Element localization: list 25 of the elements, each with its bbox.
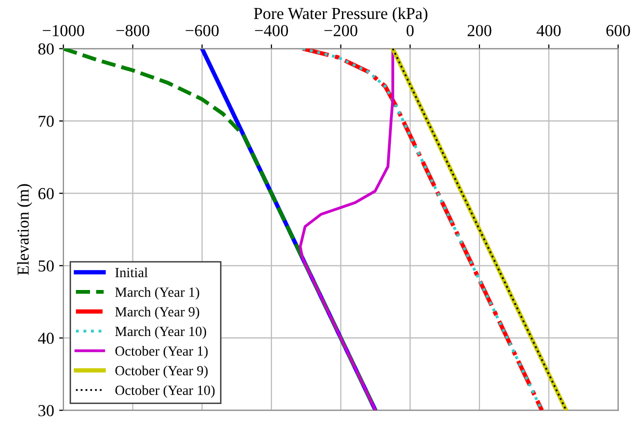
x-tick-label: 200 <box>468 24 492 36</box>
line-series <box>298 48 394 410</box>
x-tick-label: 0 <box>406 24 414 36</box>
x-tick-label: 600 <box>606 24 630 36</box>
x-tick-label: −600 <box>186 24 219 36</box>
y-tick-label: 70 <box>38 116 54 127</box>
x-axis-title: Pore Water Pressure (kPa) <box>254 7 428 22</box>
x-tick-label: 400 <box>536 24 561 36</box>
y-tick-label: 50 <box>38 260 54 272</box>
x-tick-label: −400 <box>255 24 288 36</box>
y-tick-label: 40 <box>38 332 54 344</box>
legend-label: March (Year 9) <box>115 306 200 320</box>
y-tick-label: 80 <box>38 43 54 55</box>
y-tick-label: 30 <box>38 405 54 416</box>
x-tick-label: −800 <box>116 24 150 36</box>
x-tick-label: −1000 <box>42 24 84 36</box>
legend-label: March (Year 10) <box>115 326 206 339</box>
y-axis-title: Elevation (m) <box>17 184 32 276</box>
y-tick-label: 60 <box>38 188 54 200</box>
x-tick-label: −200 <box>324 24 358 36</box>
legend-label: March (Year 1) <box>115 287 200 300</box>
legend-label: October (Year 1) <box>115 346 208 359</box>
legend-label: October (Year 9) <box>115 366 208 378</box>
legend-label: Initial <box>115 267 148 278</box>
legend-label: October (Year 10) <box>115 385 215 398</box>
